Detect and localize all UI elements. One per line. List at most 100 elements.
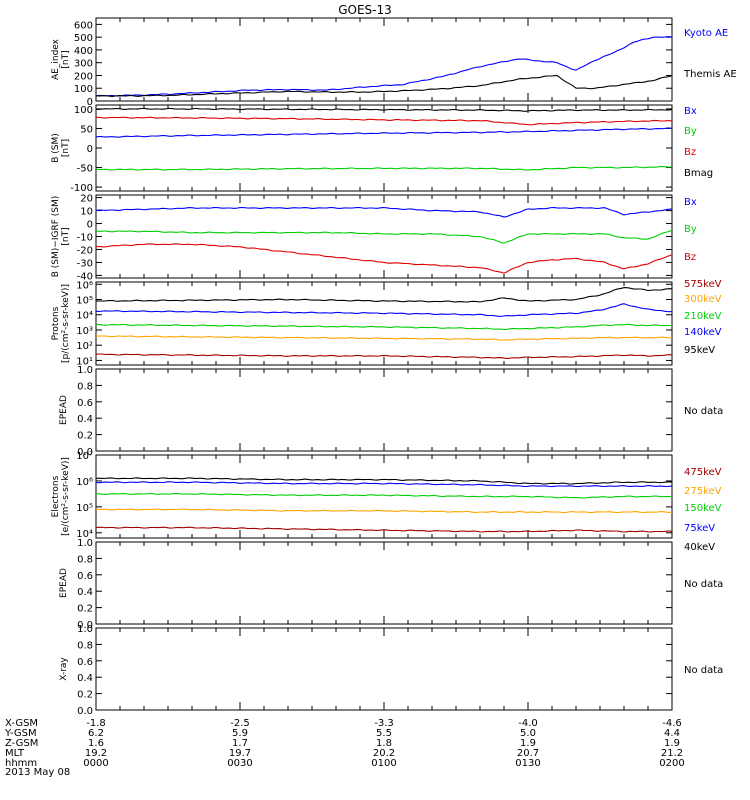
y-tick-label: 400 [74,46,93,57]
orbit-cell: 0100 [371,758,396,769]
series-line-95kev [95,287,673,303]
y-tick-label: 0 [87,220,93,231]
series-line-bz [96,116,673,126]
y-tick-label: 1.0 [77,624,93,635]
legend-140kev: 140keV [684,327,722,338]
legend-bx: Bx [684,197,697,208]
y-tick-label: 500 [74,33,93,44]
orbit-cell: -4.6 [662,718,682,729]
orbit-cell: -2.5 [230,718,250,729]
panel-frame [95,627,673,711]
orbit-cell: -3.3 [374,718,394,729]
y-axis-label: [nT] [61,50,71,68]
y-tick-label: 0.2 [77,431,93,442]
y-tick-label: 10³ [76,326,93,337]
legend-kyoto-ae: Kyoto AE [684,28,728,39]
panel-frame [95,281,673,366]
y-axis-label: [nT] [61,139,71,157]
date-label: 2013 May 08 [5,767,70,778]
series-line-210kev [96,323,673,331]
panel-frame [95,541,673,625]
orbit-cell: 0200 [659,758,684,769]
orbit-cell: 19.2 [85,748,107,759]
orbit-cell: 1.9 [520,738,536,749]
panel-protons: 10¹ 10² 10³ 10⁴ 10⁵ 10⁶ Protons [p/(cm²-s-sr-ke… [51,279,722,367]
orbit-row-label: MLT [5,748,25,759]
y-axis-label: [e/(cm²-s-sr-keV)] [61,457,71,536]
orbit-cell: 20.7 [517,748,539,759]
series-line-75kev [95,481,673,488]
y-tick-label: 10⁶ [76,280,93,291]
orbit-cell: 20.2 [373,748,395,759]
y-axis-label: Electrons [51,475,61,517]
legend-themis-ae: Themis AE [683,69,737,80]
legend-bz: Bz [684,252,696,263]
orbit-cell: 5.9 [232,728,248,739]
orbit-cell: 1.9 [664,738,680,749]
y-tick-label: 100 [74,105,93,116]
series-line-275kev [95,508,673,514]
legend-bz: Bz [684,147,696,158]
y-tick-label: 10⁵ [76,296,93,307]
series-line-kyoto-ae [95,36,673,97]
panel-bsm: -100 -50 0 50 100 B (SM) [nT] Bx By Bz Bmag [51,104,713,194]
y-axis-label: X-ray [59,657,69,681]
panel-bigrf: -40 -30 -20-10 0 10 20 B (SM)−IGRF (SM) [nT] Bx B… [51,194,697,283]
y-tick-label: 0.6 [77,398,93,409]
series-line-40kev [95,477,673,485]
y-tick-label: 0.6 [77,571,93,582]
plot-title: GOES-13 [338,3,392,17]
series-line-575kev [95,353,673,359]
y-tick-label: -20 [77,245,93,256]
y-tick-label: 10¹ [76,356,93,367]
panel-electrons: 10⁴ 10⁵ 10⁶ 10⁷ Electrons [e/(cm²-s-sr-keV)] 4… [51,451,722,553]
legend-95kev: 95keV [684,345,715,356]
series-line-bz [95,243,673,274]
orbit-cell: 6.2 [88,728,104,739]
no-data-label: No data [684,406,723,417]
y-tick-label: -10 [77,233,93,244]
y-tick-label: 0.8 [77,640,93,651]
y-tick-label: -100 [70,183,93,194]
orbit-cell: 1.7 [232,738,248,749]
legend-575kev: 575keV [684,279,722,290]
no-data-label: No data [684,579,723,590]
panel-epead1: 0.0 0.2 0.4 0.6 0.8 1.0 EPEAD No data [59,365,723,458]
orbit-row-label: Z-GSM [5,738,38,749]
y-tick-label: 10⁴ [76,311,93,322]
series-line-140kev [95,303,673,317]
y-tick-label: 600 [74,20,93,31]
y-axis-label: B (SM)−IGRF (SM) [51,196,61,278]
y-tick-label: 0.0 [77,620,93,631]
series-line-themis-ae [95,74,673,97]
y-axis-label: [nT] [61,227,71,245]
y-tick-label: 20 [80,194,93,205]
y-tick-label: -50 [77,164,93,175]
orbit-cell: 0030 [227,758,252,769]
y-tick-label: 0.2 [77,604,93,615]
y-tick-label: -40 [77,271,93,282]
panel-frame [95,454,673,539]
y-tick-label: 0 [87,144,93,155]
series-line-475kev [95,526,673,533]
legend-300kev: 300keV [684,294,722,305]
y-tick-label: 50 [80,124,93,135]
y-tick-label: 0.8 [77,381,93,392]
panel-frame [95,368,673,452]
legend-75kev: 75keV [684,523,715,534]
orbit-cell: 5.5 [376,728,392,739]
y-tick-label: 0 [87,97,93,108]
series-line-bmag [95,107,673,112]
y-tick-label: 10² [76,341,93,352]
orbit-cell: 1.8 [376,738,392,749]
series-line-by [95,229,673,244]
legend-by: By [684,126,697,137]
y-axis-label: AE_index [51,38,61,80]
series-line-300kev [95,335,673,341]
series-line-bx [95,206,673,218]
y-tick-label: 10 [80,207,93,218]
y-tick-label: 300 [74,59,93,70]
